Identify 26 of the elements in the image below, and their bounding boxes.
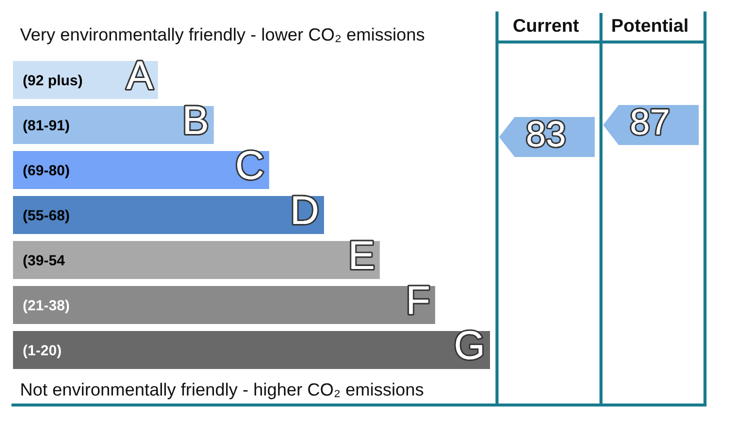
y-tick-label: (92 plus) <box>23 74 82 88</box>
bar <box>13 196 324 234</box>
chart-title: Very environmentally friendly - lower CO₂ emissions <box>20 28 424 44</box>
y-tick-label: (1-20) <box>23 344 61 358</box>
annotation: Not environmentally friendly - higher CO₂ emissions <box>21 382 424 400</box>
y-tick-label: (55-68) <box>23 210 70 224</box>
y-tick-label: (69-80) <box>23 164 70 178</box>
annotation: C <box>237 150 263 180</box>
bar <box>13 331 490 369</box>
data-label: 87 <box>631 109 668 135</box>
annotation: A <box>126 61 154 90</box>
y-tick-label: (21-38) <box>23 300 70 314</box>
y-tick-label: (81-91) <box>23 120 70 134</box>
annotation: B <box>185 106 207 134</box>
bar <box>13 151 270 189</box>
bar <box>13 106 214 144</box>
annotation: G <box>456 330 482 360</box>
annotation: D <box>293 196 318 224</box>
category-label: Current <box>514 18 579 32</box>
bar <box>13 286 436 324</box>
y-tick-label: (39-54 <box>23 254 65 268</box>
data-label: 83 <box>527 121 564 147</box>
annotation: E <box>351 241 374 270</box>
bar <box>13 241 380 279</box>
category-label: Potential <box>612 18 688 32</box>
annotation: F <box>408 286 429 314</box>
